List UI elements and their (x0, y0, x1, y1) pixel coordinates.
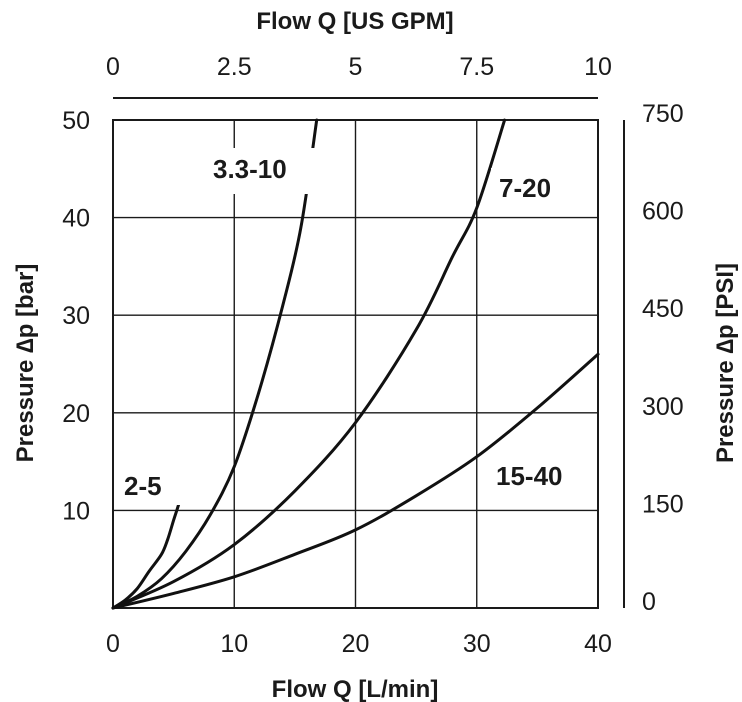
x2-tick-label: 2.5 (217, 53, 252, 81)
series-label-15-40: 15-40 (496, 461, 563, 491)
series-label-bg (116, 467, 192, 505)
series-line-15-40 (111, 352, 600, 610)
plot-frame (112, 119, 599, 609)
grid (113, 120, 598, 608)
x2-tick-label: 10 (584, 53, 612, 81)
series-line-2-5 (111, 479, 185, 610)
y2-tick-label: 450 (642, 295, 684, 323)
x2-tick-label: 5 (349, 53, 363, 81)
bottom-axis-title: Flow Q [L/min] (272, 676, 439, 702)
x-tick-label: 10 (220, 630, 248, 658)
y2-tick-label: 750 (642, 100, 684, 128)
y2-tick-label: 600 (642, 198, 684, 226)
series-label-bg (491, 168, 573, 210)
series-label-7-20: 7-20 (499, 173, 551, 203)
series-curves (111, 118, 600, 610)
series-label-3.3-10: 3.3-10 (213, 154, 287, 184)
series-line-3.3-10 (111, 118, 319, 610)
series-label-2-5: 2-5 (124, 471, 162, 501)
top-axis-title: Flow Q [US GPM] (256, 8, 453, 35)
series-label-bg (488, 456, 584, 498)
y2-tick-label: 300 (642, 393, 684, 421)
y-tick-label: 20 (62, 400, 90, 428)
left-axis-title: Pressure ∆p [bar] (12, 264, 39, 463)
right-axis-title: Pressure ∆p [PSI] (712, 263, 739, 463)
y2-tick-label: 0 (642, 588, 656, 616)
x-tick-label: 0 (106, 630, 120, 658)
y-tick-label: 50 (62, 107, 90, 135)
series-line-7-20 (111, 118, 507, 610)
x2-tick-label: 7.5 (459, 53, 494, 81)
y2-tick-label: 150 (642, 490, 684, 518)
x-tick-label: 20 (342, 630, 370, 658)
y-tick-label: 30 (62, 302, 90, 330)
series-labels: 2-5 3.3-10 7-20 15-40 (116, 148, 584, 505)
y-tick-label: 40 (62, 205, 90, 233)
series-label-bg (207, 148, 315, 194)
x-tick-label: 30 (463, 630, 491, 658)
axes (112, 97, 625, 609)
tick-labels: 0 10 20 30 40 0 2.5 5 7.5 10 10 20 30 40 50 0 150 300 450 6… (62, 53, 684, 658)
x-tick-label: 40 (584, 630, 612, 658)
x2-tick-label: 0 (106, 53, 120, 81)
y-tick-label: 10 (62, 497, 90, 525)
